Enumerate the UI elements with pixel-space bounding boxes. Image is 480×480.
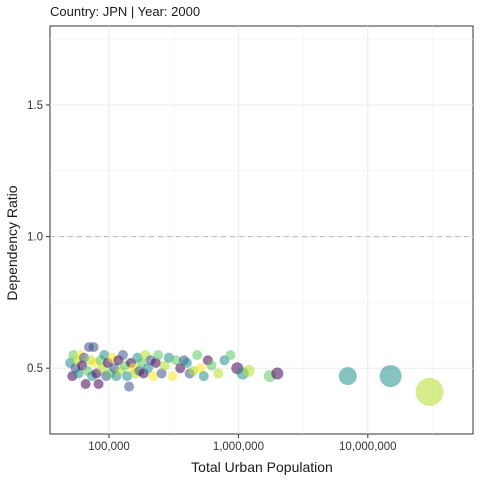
grid-minor: [50, 26, 473, 434]
chart-title: Country: JPN | Year: 2000: [50, 4, 200, 19]
data-point: [159, 360, 170, 371]
data-point: [148, 371, 159, 382]
data-point: [338, 367, 357, 386]
data-point: [242, 364, 255, 377]
x-tick-label: 100,000: [88, 441, 130, 453]
y-tick-label: 0.5: [27, 363, 43, 375]
points: [65, 342, 444, 406]
y-tick-label: 1.5: [27, 100, 43, 112]
y-axis-title: Dependency Ratio: [4, 185, 20, 300]
data-point: [198, 371, 209, 382]
x-tick-label: 10,000,000: [339, 441, 397, 453]
x-axis-title: Total Urban Population: [191, 459, 333, 475]
data-point: [213, 368, 224, 379]
data-point: [415, 377, 444, 406]
data-point: [181, 357, 192, 368]
data-point: [192, 350, 203, 361]
data-point: [271, 367, 284, 380]
data-point: [225, 350, 236, 361]
data-point: [167, 371, 178, 382]
data-point: [80, 378, 91, 389]
data-point: [93, 378, 104, 389]
data-point: [150, 357, 161, 368]
data-point: [153, 350, 164, 361]
data-point: [171, 355, 182, 366]
data-point: [156, 368, 167, 379]
data-point: [88, 342, 99, 353]
y-tick-label: 1.0: [27, 232, 43, 244]
data-point: [122, 371, 133, 382]
y-axis-ticks: 0.5 1.0 1.5: [27, 100, 50, 375]
data-point: [117, 350, 128, 361]
data-point: [142, 363, 153, 374]
x-tick-label: 1,000,000: [213, 441, 264, 453]
data-point: [73, 368, 84, 379]
data-point: [124, 381, 135, 392]
data-point: [379, 365, 402, 388]
data-point: [175, 363, 186, 374]
data-point: [195, 363, 206, 374]
x-axis-ticks: 100,000 1,000,000 10,000,000: [88, 434, 397, 453]
data-point: [99, 350, 110, 361]
data-point: [206, 360, 217, 371]
